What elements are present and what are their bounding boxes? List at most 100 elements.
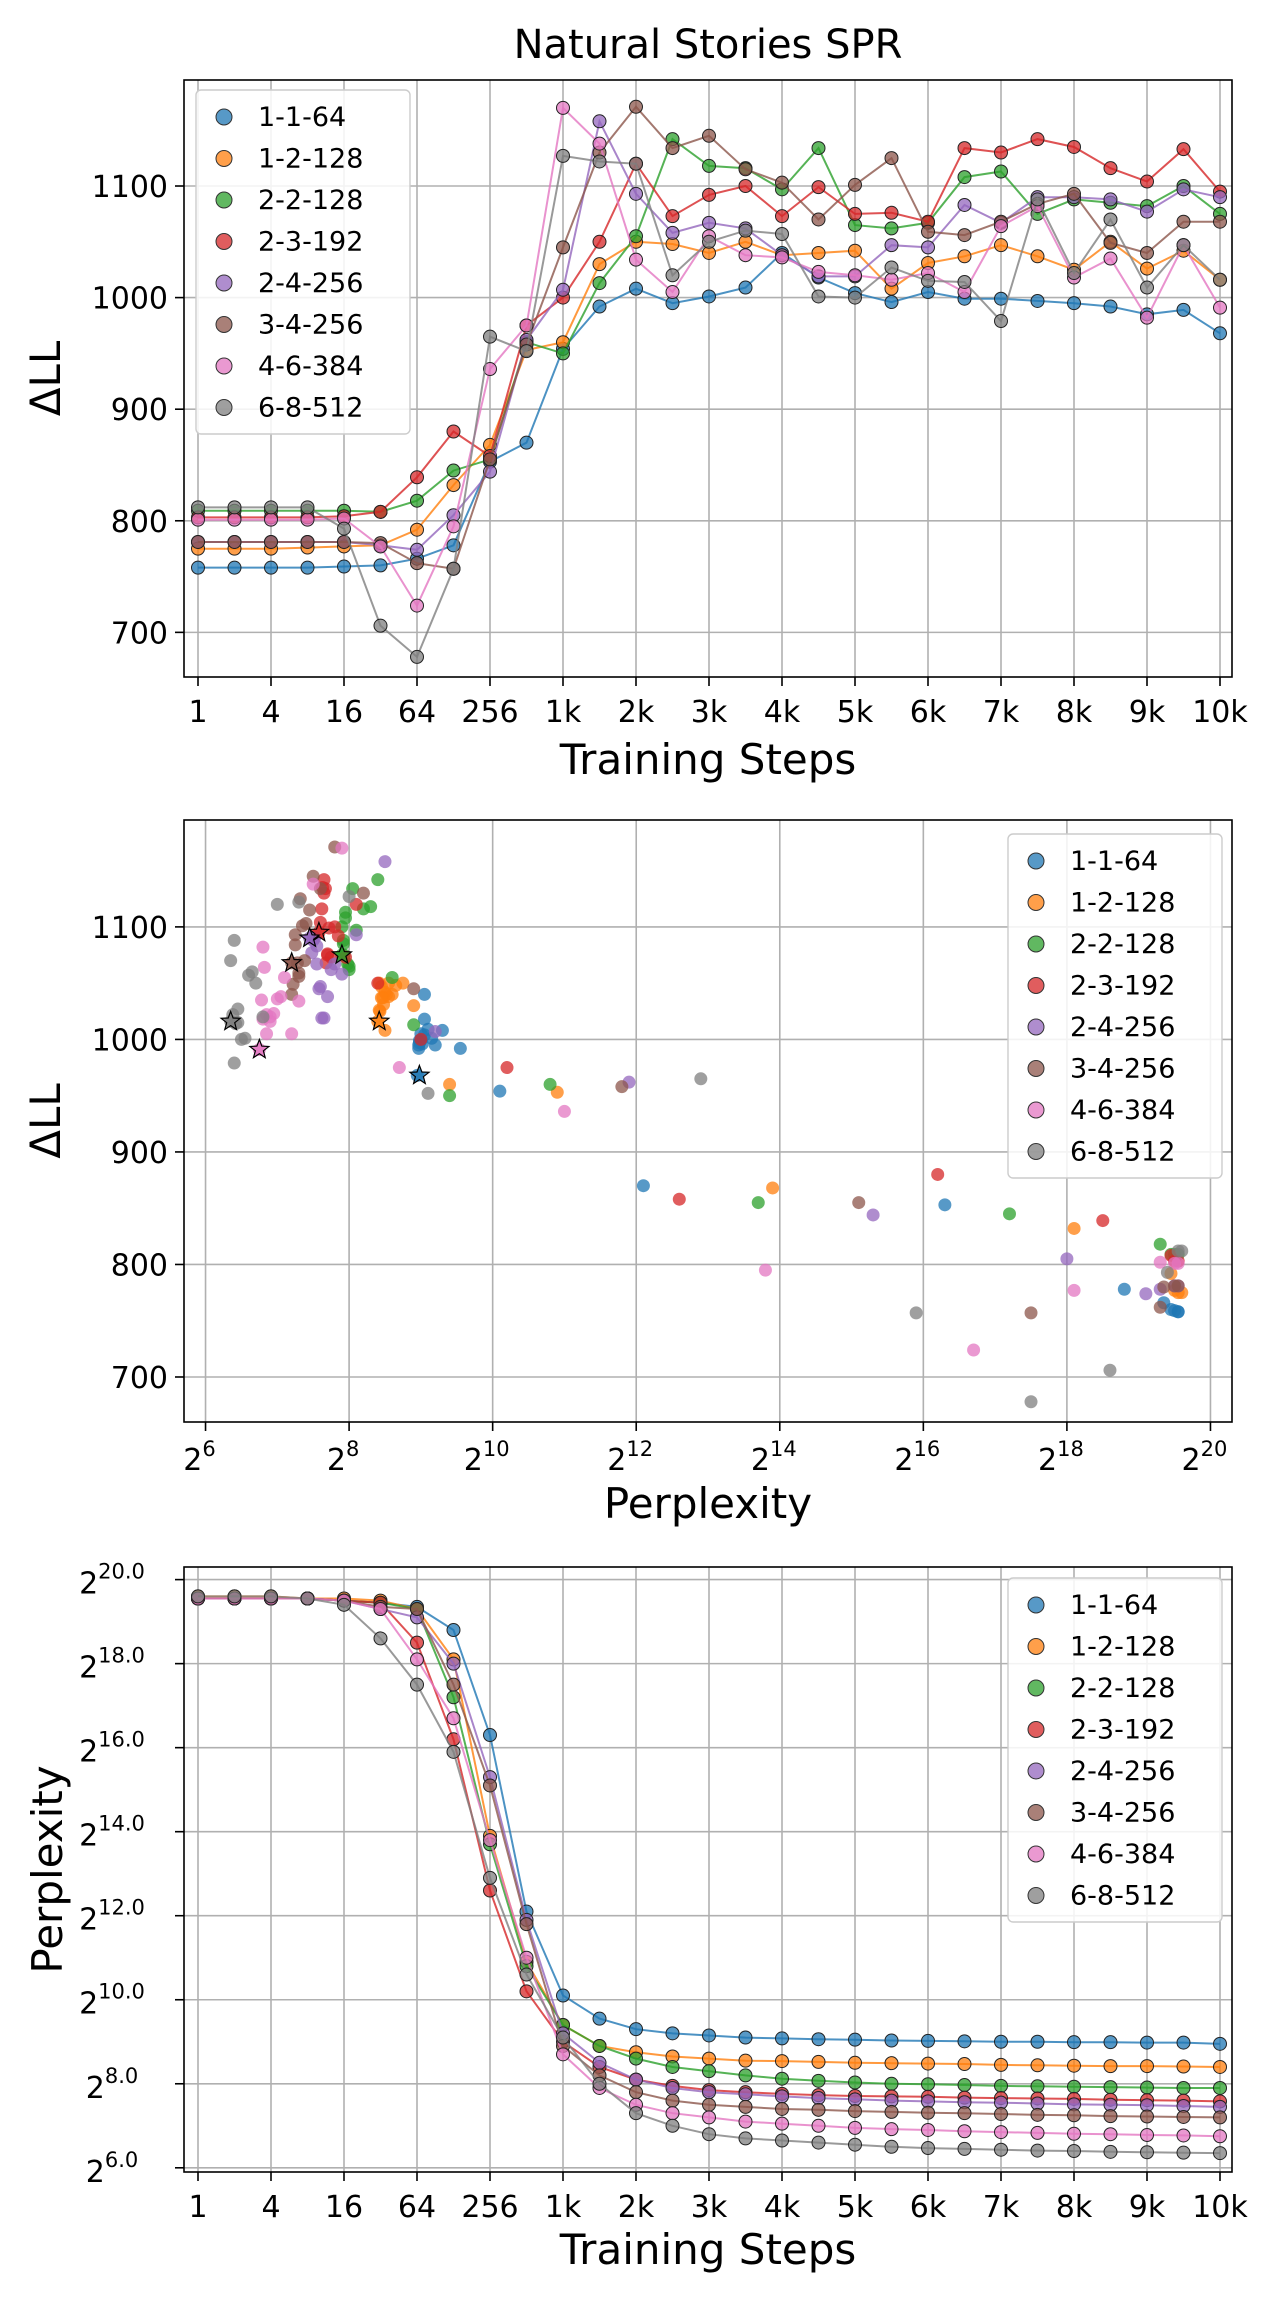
data-point-2-4-256 (866, 1208, 880, 1222)
y-tick-label: 212.0 (79, 1896, 145, 1938)
data-point-6-8-512 (1030, 192, 1045, 207)
legend-label-1-2-128: 1-2-128 (258, 144, 363, 175)
legend-marker-2-4-256 (1027, 1762, 1045, 1780)
data-point-2-4-256 (556, 282, 570, 297)
data-point-4-6-384 (848, 268, 862, 283)
data-point-3-4-256 (483, 1778, 497, 1793)
plot-frame (183, 79, 1233, 678)
data-point-6-8-512 (256, 1010, 270, 1024)
data-point-6-8-512 (227, 1589, 242, 1604)
data-point-6-8-512 (1176, 2145, 1191, 2160)
data-point-1-1-64 (636, 1179, 650, 1193)
data-point-6-8-512 (264, 1589, 278, 1604)
data-point-2-2-128 (957, 170, 972, 185)
data-point-6-8-512 (556, 2030, 570, 2045)
data-point-4-6-384 (257, 960, 271, 974)
x-tick-label: 6k (910, 695, 947, 730)
data-point-6-8-512 (702, 234, 716, 249)
data-point-6-8-512 (1140, 2145, 1154, 2160)
legend-marker-3-4-256 (1027, 1804, 1045, 1821)
data-point-3-4-256 (410, 1602, 424, 1617)
legend-label-4-6-384: 4-6-384 (258, 351, 363, 382)
data-point-3-4-256 (921, 224, 935, 239)
x-tick-label: 28 (327, 1437, 359, 1478)
y-tick-label: 800 (111, 505, 168, 540)
data-point-2-2-128 (665, 2059, 680, 2074)
data-point-2-3-192 (1103, 161, 1118, 176)
y-axis-label: ΔLL (21, 340, 70, 416)
data-point-2-4-256 (324, 963, 338, 977)
data-point-6-8-512 (629, 2106, 643, 2121)
data-point-1-1-64 (884, 295, 899, 310)
data-point-6-8-512 (224, 954, 238, 968)
y-tick-label: 1100 (92, 170, 168, 205)
data-point-2-4-256 (1176, 182, 1191, 197)
y-tick-label: 700 (111, 616, 168, 651)
data-point-1-2-128 (848, 2055, 862, 2070)
data-point-4-6-384 (629, 252, 643, 267)
x-tick-label: 4k (764, 2190, 801, 2225)
data-point-2-3-192 (500, 1061, 514, 1075)
legend-label-3-4-256: 3-4-256 (1070, 1798, 1175, 1829)
data-point-1-1-64 (191, 560, 205, 575)
data-point-3-4-256 (410, 556, 424, 571)
data-point-6-8-512 (337, 1597, 351, 1612)
data-point-1-2-128 (738, 2053, 753, 2068)
data-point-4-6-384 (1213, 300, 1227, 315)
data-point-2-2-128 (629, 229, 643, 244)
legend-label-2-4-256: 2-4-256 (1070, 1012, 1175, 1043)
data-point-2-2-128 (848, 2075, 862, 2090)
data-point-2-3-192 (738, 179, 753, 194)
data-point-1-2-128 (1140, 261, 1154, 276)
panel-dll-vs-perplexity: 26 28 210 212 214 216 218 220 700 800 900 1000 1100 P… (21, 819, 1233, 1528)
data-point-2-2-128 (811, 2073, 826, 2088)
x-tick-label: 4 (261, 695, 280, 730)
data-point-3-4-256 (629, 2085, 643, 2100)
legend-label-3-4-256: 3-4-256 (1070, 1054, 1175, 1085)
legend-marker-2-2-128 (215, 191, 233, 209)
data-point-6-8-512 (300, 1591, 315, 1606)
data-point-2-2-128 (884, 2076, 899, 2091)
data-point-6-8-512 (342, 890, 356, 904)
data-point-4-6-384 (1103, 251, 1118, 266)
data-point-4-6-384 (264, 512, 278, 527)
data-point-6-8-512 (921, 2141, 935, 2156)
x-tick-label: 3k (691, 695, 728, 730)
legend-label-6-8-512: 6-8-512 (1070, 1137, 1175, 1168)
data-point-4-6-384 (557, 1104, 571, 1118)
legend-marker-2-4-256 (215, 274, 233, 292)
data-point-6-8-512 (446, 1744, 461, 1759)
data-point-6-8-512 (519, 344, 534, 359)
data-point-4-6-384 (446, 519, 461, 534)
data-point-2-3-192 (1176, 142, 1191, 157)
data-point-1-2-128 (1140, 2059, 1154, 2074)
data-point-6-8-512 (270, 897, 284, 911)
data-point-1-2-128 (766, 1181, 780, 1195)
y-tick-label: 220.0 (79, 1560, 145, 1602)
legend-marker-4-6-384 (215, 357, 233, 375)
data-point-2-4-256 (315, 1011, 329, 1025)
final-star-2-3-192 (307, 920, 331, 943)
data-point-1-2-128 (1030, 249, 1045, 264)
x-tick-label: 5k (837, 695, 874, 730)
data-point-3-4-256 (957, 228, 972, 243)
data-point-3-4-256 (884, 151, 899, 166)
data-point-6-8-512 (848, 2137, 862, 2152)
data-point-4-6-384 (1067, 1283, 1081, 1297)
data-point-2-3-192 (373, 504, 388, 519)
legend-marker-4-6-384 (1027, 1101, 1045, 1119)
plot-frame (183, 819, 1233, 1423)
data-point-6-8-512 (1176, 238, 1191, 253)
data-point-6-8-512 (519, 1967, 534, 1982)
data-point-4-6-384 (446, 1711, 461, 1726)
data-point-1-2-128 (1176, 2059, 1191, 2074)
data-point-6-8-512 (556, 148, 570, 163)
data-point-6-8-512 (373, 618, 388, 633)
y-tick-label: 210.0 (79, 1980, 145, 2022)
data-point-1-1-64 (227, 560, 242, 575)
data-point-4-6-384 (285, 1027, 299, 1041)
final-star-2-2-128 (330, 943, 354, 965)
data-point-4-6-384 (292, 994, 306, 1008)
data-point-4-6-384 (884, 2122, 899, 2137)
